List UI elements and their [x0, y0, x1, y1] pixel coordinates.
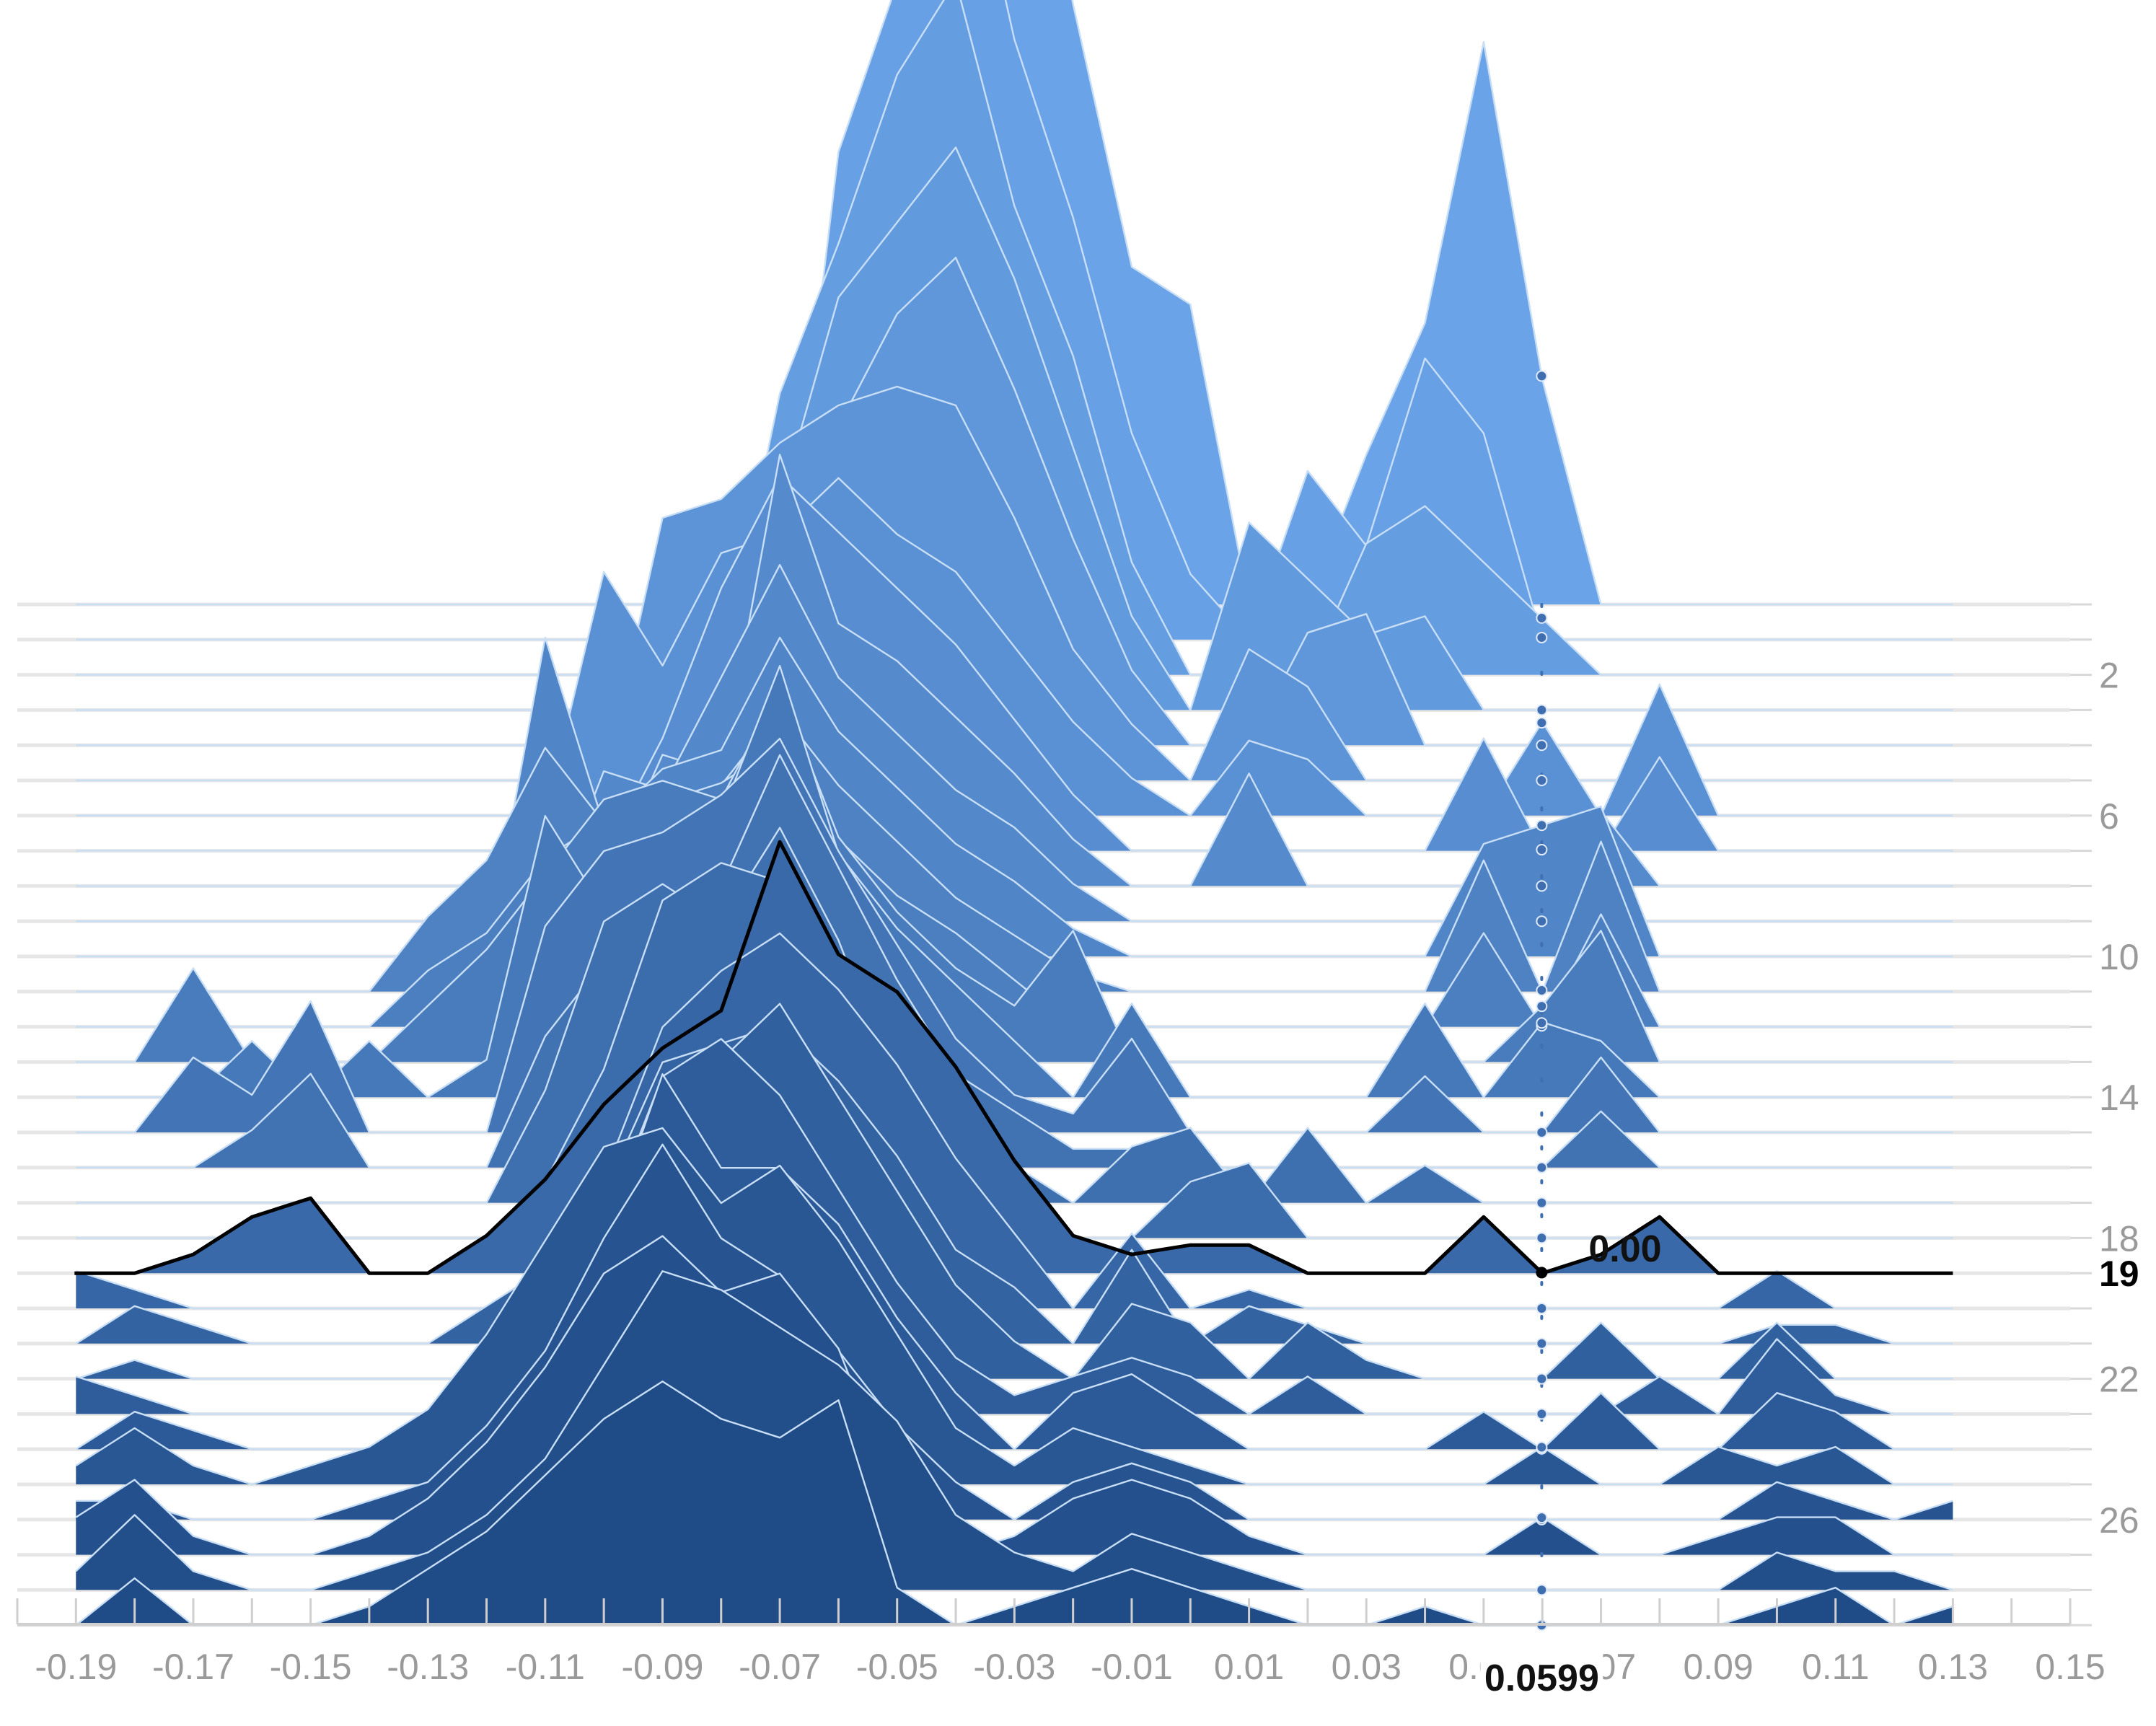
crosshair-marker	[1536, 1017, 1548, 1029]
ridge-29-area	[76, 1381, 1953, 1626]
ridge-16-area	[76, 754, 1953, 1168]
crosshair-marker	[1536, 1303, 1548, 1314]
crosshair-marker	[1536, 612, 1548, 624]
ridge-9-area	[76, 565, 1953, 922]
ridge-0-outline	[76, 0, 1953, 606]
ridge-5-area	[76, 387, 1953, 780]
ridge-16-outline	[76, 754, 1953, 1168]
ridge-25-outline	[75, 1127, 1953, 1486]
x-tick-label: -0.05	[856, 1647, 938, 1687]
ridge-23-outline	[75, 1038, 1953, 1415]
y-tick-label: 26	[2099, 1500, 2139, 1541]
ridge-3-outline	[76, 146, 1953, 711]
crosshair-marker	[1536, 984, 1548, 996]
ridge-6-outline	[76, 477, 1953, 816]
x-tick-label: 0.09	[1683, 1647, 1753, 1687]
highlight-ridge	[74, 840, 1953, 1275]
y-tick-label: 2	[2099, 656, 2119, 696]
crosshair-marker	[1536, 739, 1548, 752]
crosshair-x-label: 0.0599	[1484, 1657, 1599, 1699]
ridge-22-area	[76, 1003, 1953, 1379]
crosshair-marker	[1536, 1512, 1548, 1524]
highlight-value-label: 0.00	[1588, 1228, 1661, 1270]
y-tick-label: 14	[2099, 1078, 2139, 1118]
ridge-8-outline	[76, 454, 1953, 887]
crosshair-label-background	[1480, 1649, 1603, 1704]
x-tick-label: 0.03	[1332, 1647, 1402, 1687]
ridge-15-outline	[76, 737, 1953, 1134]
ridge-20-outline	[75, 932, 1953, 1310]
x-tick-label: -0.15	[270, 1647, 352, 1687]
ridge-7-outline	[76, 475, 1953, 852]
x-tick-label: -0.07	[739, 1647, 821, 1687]
ridge-10-outline	[76, 636, 1953, 958]
y-tick-label: 18	[2099, 1218, 2139, 1259]
highlight-ridge-line	[74, 840, 1953, 1275]
x-tick-label: 0.13	[1918, 1647, 1988, 1687]
ridge-13-outline	[76, 686, 1953, 1063]
ridge-26-outline	[76, 1143, 1953, 1520]
ridge-22-outline	[75, 1003, 1953, 1380]
crosshair-marker	[1536, 370, 1548, 382]
x-tick-label: 0.01	[1214, 1647, 1284, 1687]
ridge-14-outline	[76, 665, 1953, 1098]
crosshair-marker	[1536, 1441, 1548, 1453]
ridge-17-area	[76, 827, 1953, 1203]
y-tick-label: 10	[2099, 937, 2139, 977]
crosshair-marker	[1536, 1000, 1548, 1013]
ridge-7-area	[76, 475, 1953, 851]
crosshair-marker	[1536, 1584, 1548, 1596]
y-tick-label: 22	[2099, 1360, 2139, 1400]
x-tick-label: 0.15	[2035, 1647, 2105, 1687]
crosshair-marker	[1536, 775, 1548, 786]
ridge-1-outline	[76, 0, 1953, 640]
crosshair-marker	[1536, 844, 1548, 856]
y-tick-label: 6	[2099, 796, 2119, 837]
x-tick-label: -0.19	[35, 1647, 117, 1687]
crosshair-marker	[1536, 1197, 1548, 1209]
crosshair-marker	[1536, 717, 1548, 729]
x-axis: -0.19 -0.17 -0.15 -0.13 -0.11 -0.09 -0.07 -0.05…	[16, 1598, 2106, 1704]
ridge-2-outline	[76, 0, 1953, 676]
crosshair-marker	[1536, 631, 1548, 643]
ridge-12-outline	[76, 744, 1953, 1028]
ridge-27-outline	[75, 1235, 1953, 1556]
x-tick-label: -0.11	[506, 1647, 585, 1687]
crosshair-marker	[1536, 819, 1548, 832]
crosshair-marker	[1536, 1232, 1548, 1244]
x-tick-label: -0.03	[973, 1647, 1055, 1687]
crosshair-marker	[1536, 1337, 1548, 1349]
crosshair-marker	[1536, 1127, 1548, 1138]
ridge-11-outline	[76, 709, 1953, 992]
crosshair-marker	[1536, 1161, 1548, 1174]
x-tick-label: -0.01	[1091, 1647, 1173, 1687]
ridges	[75, 0, 1953, 1626]
crosshair-marker	[1536, 1373, 1548, 1385]
crosshair-marker	[1536, 880, 1548, 892]
crosshair-marker	[1536, 704, 1548, 716]
crosshair-marker	[1536, 1408, 1548, 1420]
y-highlighted-label: 19	[2099, 1254, 2139, 1294]
crosshair-marker	[1536, 915, 1548, 928]
x-tick-label: -0.17	[152, 1647, 234, 1687]
x-tick-label: -0.09	[621, 1647, 703, 1687]
ridge-28-outline	[75, 1270, 1953, 1591]
ridge-15-area	[76, 739, 1953, 1132]
x-tick-label: -0.13	[387, 1647, 469, 1687]
ridge-19-area	[76, 842, 1953, 1274]
ridge-21-outline	[75, 1023, 1953, 1344]
ridge-4-area	[76, 257, 1953, 746]
crosshair	[1536, 370, 1548, 1632]
x-tick-label: 0.11	[1802, 1647, 1870, 1687]
ridge-8-area	[76, 454, 1953, 886]
